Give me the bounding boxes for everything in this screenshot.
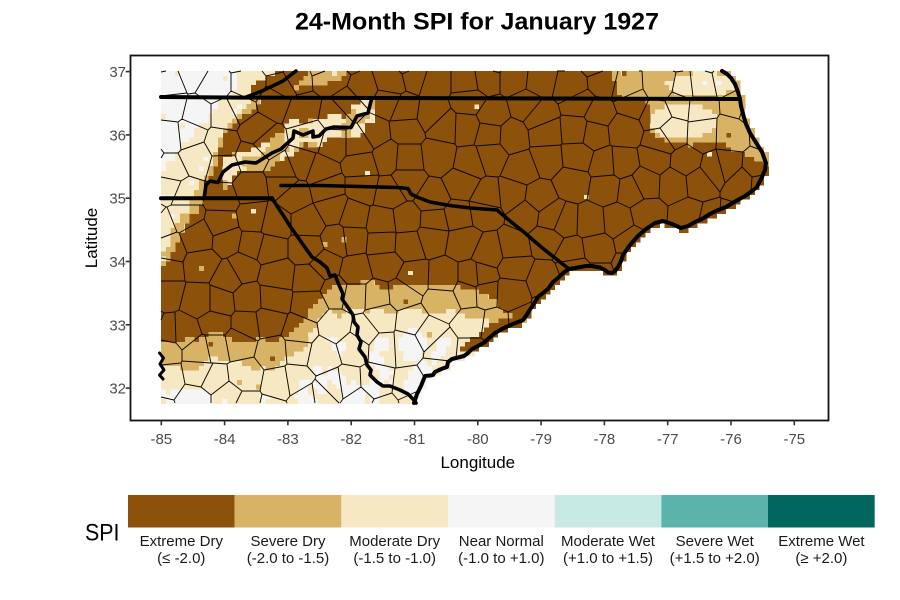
svg-text:24-Month SPI for January 1927: 24-Month SPI for January 1927 (295, 9, 659, 36)
svg-text:(+1.5 to +2.0): (+1.5 to +2.0) (670, 550, 760, 567)
svg-text:Longitude: Longitude (440, 453, 515, 472)
svg-text:(-2.0 to -1.5): (-2.0 to -1.5) (247, 550, 330, 567)
svg-text:-83: -83 (277, 431, 299, 448)
svg-text:-85: -85 (150, 431, 172, 448)
svg-text:37: 37 (109, 64, 126, 81)
svg-text:Severe Wet: Severe Wet (676, 533, 755, 550)
svg-text:-75: -75 (783, 431, 805, 448)
svg-text:-76: -76 (720, 431, 742, 448)
svg-text:-80: -80 (467, 431, 489, 448)
svg-text:Severe Dry: Severe Dry (250, 533, 326, 550)
svg-text:-77: -77 (657, 431, 679, 448)
svg-text:Moderate Wet: Moderate Wet (561, 533, 656, 550)
svg-text:(-1.0 to +1.0): (-1.0 to +1.0) (458, 550, 544, 567)
svg-text:SPI: SPI (85, 520, 120, 547)
svg-text:-82: -82 (340, 431, 362, 448)
svg-text:32: 32 (109, 381, 126, 398)
svg-text:36: 36 (109, 127, 126, 144)
svg-text:-78: -78 (594, 431, 616, 448)
svg-text:-81: -81 (404, 431, 426, 448)
svg-text:(-1.5 to -1.0): (-1.5 to -1.0) (353, 550, 436, 567)
svg-text:34: 34 (109, 254, 126, 271)
svg-text:33: 33 (109, 317, 126, 334)
svg-text:Latitude: Latitude (82, 208, 101, 269)
svg-text:(+1.0 to +1.5): (+1.0 to +1.5) (563, 550, 653, 567)
svg-text:-84: -84 (214, 431, 236, 448)
svg-text:(≤ -2.0): (≤ -2.0) (157, 550, 205, 567)
svg-text:Extreme Dry: Extreme Dry (140, 533, 224, 550)
svg-text:Extreme Wet: Extreme Wet (778, 533, 865, 550)
svg-text:35: 35 (109, 191, 126, 208)
svg-text:(≥ +2.0): (≥ +2.0) (795, 550, 847, 567)
svg-text:-79: -79 (530, 431, 552, 448)
svg-text:Moderate Dry: Moderate Dry (349, 533, 440, 550)
svg-text:Near Normal: Near Normal (459, 533, 544, 550)
